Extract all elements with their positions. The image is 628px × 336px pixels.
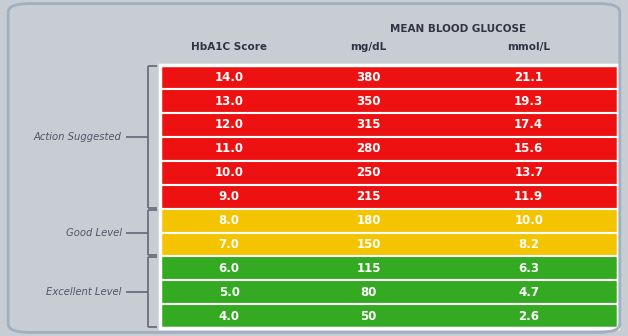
Text: 215: 215	[356, 190, 381, 203]
Bar	[161, 209, 618, 233]
Text: 9.0: 9.0	[219, 190, 240, 203]
Text: 10.0: 10.0	[514, 214, 543, 227]
Text: 180: 180	[356, 214, 381, 227]
Bar	[161, 304, 618, 328]
Text: 11.9: 11.9	[514, 190, 543, 203]
Text: 11.0: 11.0	[215, 142, 244, 155]
Text: 280: 280	[356, 142, 381, 155]
Text: 17.4: 17.4	[514, 119, 543, 131]
Text: 250: 250	[356, 166, 381, 179]
Text: MEAN BLOOD GLUCOSE: MEAN BLOOD GLUCOSE	[390, 25, 526, 34]
Text: 8.2: 8.2	[518, 238, 539, 251]
Text: mg/dL: mg/dL	[350, 42, 387, 52]
Bar	[161, 113, 618, 137]
Text: 6.0: 6.0	[219, 262, 240, 275]
Text: 7.0: 7.0	[219, 238, 239, 251]
Text: 2.6: 2.6	[518, 310, 539, 323]
Text: 50: 50	[360, 310, 377, 323]
Bar	[161, 65, 618, 328]
Bar	[161, 65, 618, 89]
Bar	[161, 185, 618, 209]
Bar	[161, 89, 618, 113]
Text: Action Suggested: Action Suggested	[34, 132, 122, 142]
Bar	[161, 280, 618, 304]
Bar	[161, 233, 618, 256]
Text: 6.3: 6.3	[518, 262, 539, 275]
Text: 5.0: 5.0	[219, 286, 240, 299]
Text: 12.0: 12.0	[215, 119, 244, 131]
Text: 19.3: 19.3	[514, 94, 543, 108]
Bar	[161, 161, 618, 185]
Text: 115: 115	[356, 262, 381, 275]
Text: 150: 150	[356, 238, 381, 251]
Text: 4.7: 4.7	[518, 286, 539, 299]
Text: 380: 380	[356, 71, 381, 84]
Text: 350: 350	[356, 94, 381, 108]
Text: 10.0: 10.0	[215, 166, 244, 179]
Text: 15.6: 15.6	[514, 142, 543, 155]
Text: 315: 315	[356, 119, 381, 131]
Text: Good Level: Good Level	[66, 227, 122, 238]
Text: 4.0: 4.0	[219, 310, 240, 323]
Text: Excellent Level: Excellent Level	[46, 287, 122, 297]
Text: mmol/L: mmol/L	[507, 42, 550, 52]
Text: 8.0: 8.0	[219, 214, 240, 227]
Bar	[161, 137, 618, 161]
Text: 21.1: 21.1	[514, 71, 543, 84]
Bar	[161, 256, 618, 280]
Text: 13.7: 13.7	[514, 166, 543, 179]
Text: HbA1C Score: HbA1C Score	[191, 42, 267, 52]
Text: 14.0: 14.0	[215, 71, 244, 84]
Text: 13.0: 13.0	[215, 94, 244, 108]
Text: 80: 80	[360, 286, 377, 299]
